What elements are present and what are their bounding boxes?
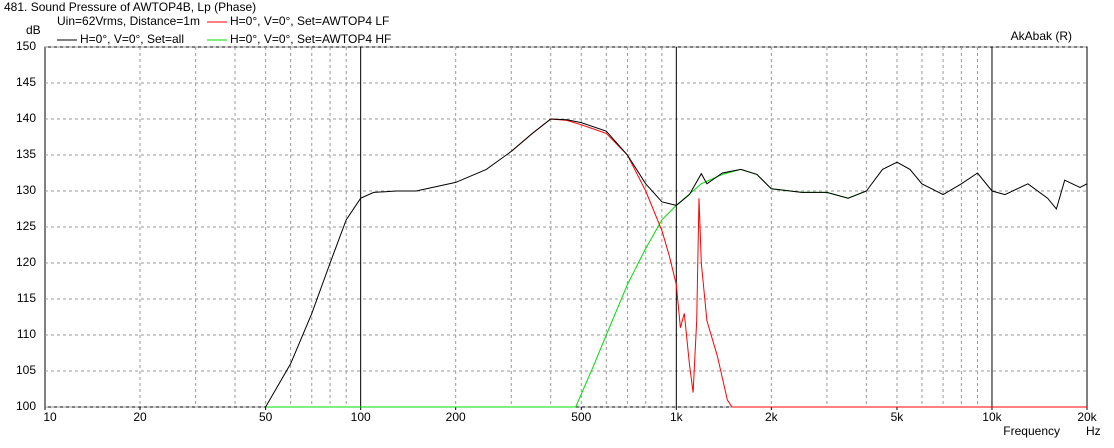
y-tick-label: 120 xyxy=(16,255,36,269)
y-tick-label: 140 xyxy=(16,111,36,125)
x-tick-label: 500 xyxy=(571,410,591,424)
legend-label: H=0°, V=0°, Set=AWTOP4 LF xyxy=(230,14,389,28)
y-tick-label: 115 xyxy=(17,291,36,305)
x-tick-label: 100 xyxy=(351,410,371,424)
plot-area xyxy=(44,46,1088,408)
y-tick-label: 105 xyxy=(16,363,36,377)
x-unit: Hz xyxy=(1086,424,1101,438)
credit: AkAbak (R) xyxy=(1011,29,1072,43)
x-tick-label: 200 xyxy=(446,410,466,424)
series-line xyxy=(510,118,1087,408)
x-tick-label: 10 xyxy=(43,410,57,424)
y-tick-label: 125 xyxy=(16,219,36,233)
x-tick-label: 10k xyxy=(982,410,1002,424)
chart-title: 481. Sound Pressure of AWTOP4B, Lp (Phas… xyxy=(4,0,256,14)
x-tick-label: 1k xyxy=(670,410,684,424)
subtitle: Uin=62Vrms, Distance=1m xyxy=(57,14,200,28)
y-tick-label: 100 xyxy=(16,399,36,413)
x-axis-label: Frequency xyxy=(1003,424,1060,438)
y-tick-label: 135 xyxy=(16,147,36,161)
x-tick-label: 20 xyxy=(133,410,147,424)
x-tick-label: 50 xyxy=(259,410,273,424)
x-tick-label: 20k xyxy=(1077,410,1097,424)
y-axis-label: dB xyxy=(26,23,41,37)
x-tick-label: 5k xyxy=(891,410,905,424)
y-tick-label: 110 xyxy=(17,327,36,341)
legend-label: H=0°, V=0°, Set=all xyxy=(80,32,184,46)
y-tick-label: 150 xyxy=(16,39,36,53)
series-line xyxy=(265,118,1088,408)
legend-label: H=0°, V=0°, Set=AWTOP4 HF xyxy=(230,32,391,46)
y-tick-label: 145 xyxy=(16,75,36,89)
x-tick-label: 2k xyxy=(765,410,779,424)
y-tick-label: 130 xyxy=(16,183,36,197)
